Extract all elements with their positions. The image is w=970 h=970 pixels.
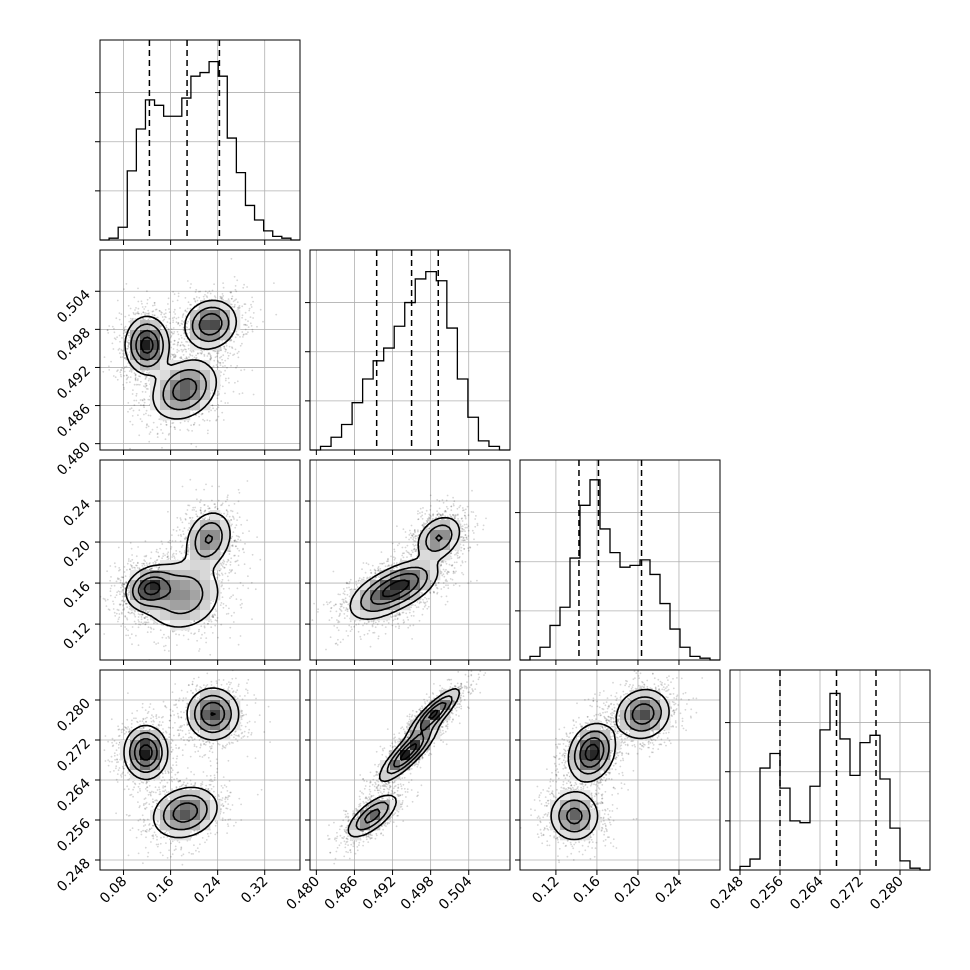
scatter-panel-1-2 — [305, 459, 511, 665]
panel-border — [729, 669, 931, 871]
panel-border — [99, 249, 301, 451]
histogram-panel-0 — [95, 39, 301, 245]
contour-line — [584, 743, 600, 762]
y-tick-label: 0.16 — [60, 579, 93, 612]
x-tick-label: 0.08 — [97, 874, 130, 907]
panel-background — [310, 250, 510, 450]
contour-line — [133, 701, 226, 823]
x-tick-label: 0.280 — [867, 874, 907, 914]
x-tick-label: 0.272 — [827, 874, 867, 914]
contour-line — [349, 516, 461, 620]
x-tick-label: 0.480 — [284, 874, 324, 914]
histogram-panel-1 — [305, 249, 511, 455]
contour-line — [360, 524, 453, 612]
panel-border — [309, 459, 511, 661]
y-tick-label: 0.24 — [60, 496, 93, 529]
x-tick-label: 0.264 — [787, 873, 827, 913]
x-tick-label: 0.16 — [570, 873, 603, 906]
x-tick-label: 0.492 — [360, 874, 400, 914]
x-tick-label: 0.32 — [238, 874, 271, 907]
contour-line — [382, 579, 410, 598]
contour-line — [364, 701, 447, 824]
histogram-step-line — [520, 479, 720, 661]
panel-border — [309, 669, 511, 871]
x-tick-label: 0.486 — [322, 873, 362, 913]
panel-border — [519, 459, 721, 661]
panel-content — [520, 670, 704, 864]
y-tick-label: 0.498 — [54, 325, 94, 365]
histogram-step-line — [310, 270, 510, 451]
x-tick-label: 0.256 — [747, 873, 787, 913]
x-tick-label: 0.248 — [707, 874, 747, 914]
histogram-panel-3: 0.248 0.256 0.264 0.272 0.280 — [707, 669, 931, 914]
x-tick-label: 0.24 — [191, 873, 224, 906]
contour-line — [139, 712, 216, 761]
y-tick-label: 0.480 — [54, 439, 94, 479]
x-tick-label: 0.498 — [398, 874, 438, 914]
y-tick-label: 0.280 — [54, 696, 94, 736]
y-tick-label: 0.504 — [54, 287, 94, 327]
x-tick-label: 0.12 — [529, 874, 562, 907]
scatter-panel-0-3: 0.08 0.16 0.24 0.32 0.2480.2560.2640.2720.28… — [54, 669, 301, 907]
panel-content — [102, 257, 278, 450]
x-tick-label: 0.504 — [436, 873, 476, 913]
x-tick-label: 0.24 — [652, 873, 685, 906]
panel-border — [519, 669, 721, 871]
panel-border — [309, 249, 511, 451]
scatter-panel-0-2: 0.12 0.16 0.20 0.24 — [60, 459, 301, 665]
panel-background — [100, 40, 300, 240]
panel-content — [100, 478, 262, 660]
y-tick-label: 0.248 — [54, 856, 94, 896]
y-tick-label: 0.272 — [54, 736, 94, 776]
histogram-step-line — [100, 60, 300, 241]
panel-content — [327, 670, 487, 865]
panel-border — [99, 459, 301, 661]
y-tick-label: 0.256 — [54, 815, 94, 855]
y-tick-label: 0.12 — [60, 620, 93, 653]
contour-line — [550, 688, 670, 841]
x-tick-label: 0.16 — [144, 873, 177, 906]
contour-line — [370, 534, 443, 605]
y-tick-label: 0.20 — [60, 538, 93, 571]
y-tick-label: 0.492 — [54, 363, 94, 403]
panel-content — [103, 670, 271, 866]
histogram-panel-2 — [515, 459, 721, 665]
panel-border — [99, 39, 301, 241]
panel-border — [99, 669, 301, 871]
contour-line — [143, 581, 161, 596]
contour-line — [399, 709, 439, 761]
scatter-panel-2-3: 0.12 0.16 0.20 0.24 — [515, 669, 721, 907]
contour-line — [137, 534, 213, 601]
contour-line — [130, 306, 230, 411]
contour-line — [135, 312, 223, 402]
contour-line — [123, 687, 240, 839]
contour-line — [124, 299, 238, 420]
histogram-step-line — [730, 692, 930, 871]
contour-line — [128, 694, 232, 831]
contour-line — [140, 336, 154, 354]
contour-line — [558, 696, 662, 833]
y-tick-label: 0.486 — [54, 401, 94, 441]
contour-line — [131, 522, 223, 615]
contour-line — [355, 695, 453, 831]
y-tick-label: 0.264 — [54, 775, 94, 815]
x-tick-label: 0.20 — [611, 874, 644, 907]
density-cells — [130, 300, 241, 421]
contour-line — [125, 512, 231, 628]
panel-content — [310, 489, 487, 651]
contour-line — [347, 688, 461, 838]
contour-line — [566, 703, 655, 825]
